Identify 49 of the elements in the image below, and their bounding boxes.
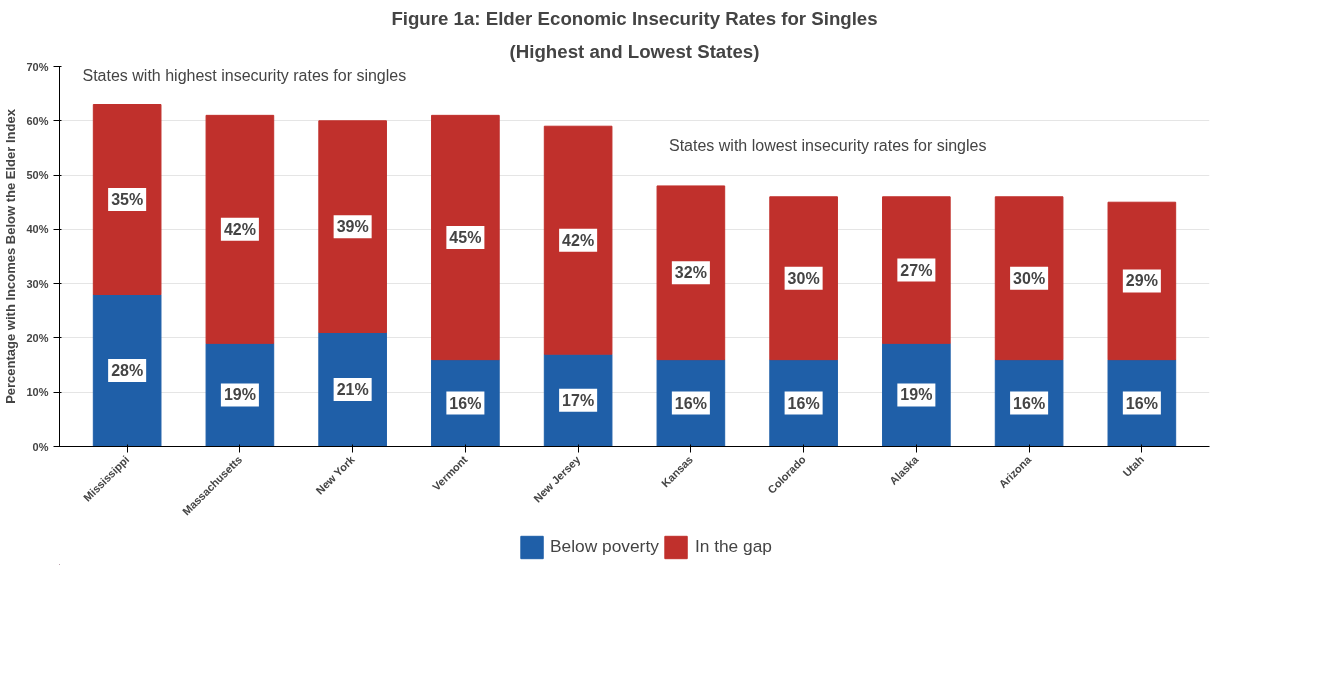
y-tick-label: 30%	[26, 277, 49, 290]
chart-title: Figure 1a: Elder Economic Insecurity Rates for Singles	[391, 7, 878, 29]
bar	[205, 342, 275, 447]
annotation: States with highest insecurity rates for singles	[82, 66, 407, 84]
data-label: 42%	[223, 220, 256, 238]
data-label: 16%	[1013, 394, 1046, 412]
data-label: 30%	[1013, 269, 1046, 287]
data-label: 39%	[336, 218, 369, 236]
bar	[205, 114, 275, 344]
data-label: 16%	[787, 394, 820, 412]
data-label: 16%	[674, 394, 707, 412]
y-tick-label: 70%	[26, 60, 49, 73]
y-tick-label: 10%	[26, 386, 49, 399]
data-label: 21%	[336, 381, 369, 398]
bar	[318, 332, 387, 447]
legend-label: Below poverty	[550, 536, 659, 557]
data-label: 42%	[562, 231, 595, 249]
bar	[543, 125, 613, 355]
y-tick-label: 50%	[26, 169, 49, 182]
data-label: 16%	[1125, 394, 1158, 412]
annotation: States with lowest insecurity rates for singles	[669, 136, 987, 154]
data-label: 16%	[449, 394, 482, 412]
data-label: 27%	[900, 261, 933, 279]
data-label: 28%	[111, 362, 144, 379]
bar	[994, 196, 1064, 361]
bar	[318, 120, 387, 333]
bar	[882, 342, 951, 447]
data-label: 19%	[223, 386, 256, 404]
data-label: 45%	[449, 229, 482, 246]
bar	[1107, 201, 1177, 361]
bar	[882, 196, 951, 344]
legend-label: In the gap	[694, 536, 772, 557]
data-label: 19%	[900, 386, 933, 404]
chart-subtitle: (Highest and Lowest States)	[509, 40, 760, 62]
data-label: 35%	[111, 191, 144, 208]
bar	[656, 185, 726, 361]
y-tick-label: 60%	[26, 114, 49, 127]
y-tick-label: 0%	[32, 440, 49, 453]
bar	[92, 294, 162, 447]
data-label: 29%	[1125, 272, 1158, 290]
data-label: 30%	[787, 269, 820, 287]
data-label: 17%	[562, 391, 595, 409]
y-axis-title: Percentage with Incomes Below the Elder Index	[3, 108, 19, 404]
bar	[431, 114, 500, 361]
y-tick-label: 20%	[26, 331, 49, 344]
data-label: 32%	[674, 264, 707, 282]
bar	[92, 104, 162, 295]
bar	[769, 196, 838, 361]
y-tick-label: 40%	[26, 223, 49, 236]
